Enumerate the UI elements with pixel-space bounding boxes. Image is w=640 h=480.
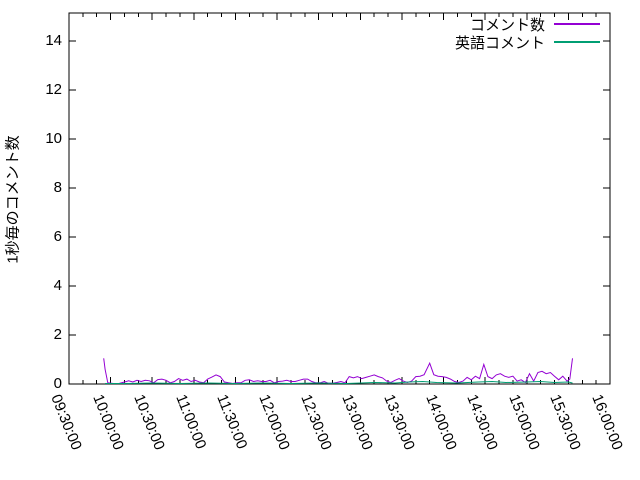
y-tick-label: 6: [53, 227, 62, 245]
legend-line-sample-english-comments: [554, 41, 600, 43]
legend: コメント数 英語コメント: [454, 15, 600, 52]
y-tick-label: 0: [53, 375, 62, 392]
y-tick-label: 4: [53, 276, 62, 294]
y-tick-label: 12: [45, 80, 62, 98]
y-tick-label: 10: [45, 129, 62, 147]
y-tick-label: 2: [53, 325, 62, 343]
legend-label-english-comments: 英語コメント: [454, 34, 545, 52]
legend-entry-english-comments: 英語コメント: [454, 33, 600, 52]
legend-entry-comments: コメント数: [455, 15, 600, 34]
legend-line-sample-comments: [554, 23, 600, 25]
legend-label-comments: コメント数: [469, 16, 545, 34]
y-tick-label: 14: [45, 31, 62, 49]
y-tick-label: 8: [53, 178, 62, 196]
